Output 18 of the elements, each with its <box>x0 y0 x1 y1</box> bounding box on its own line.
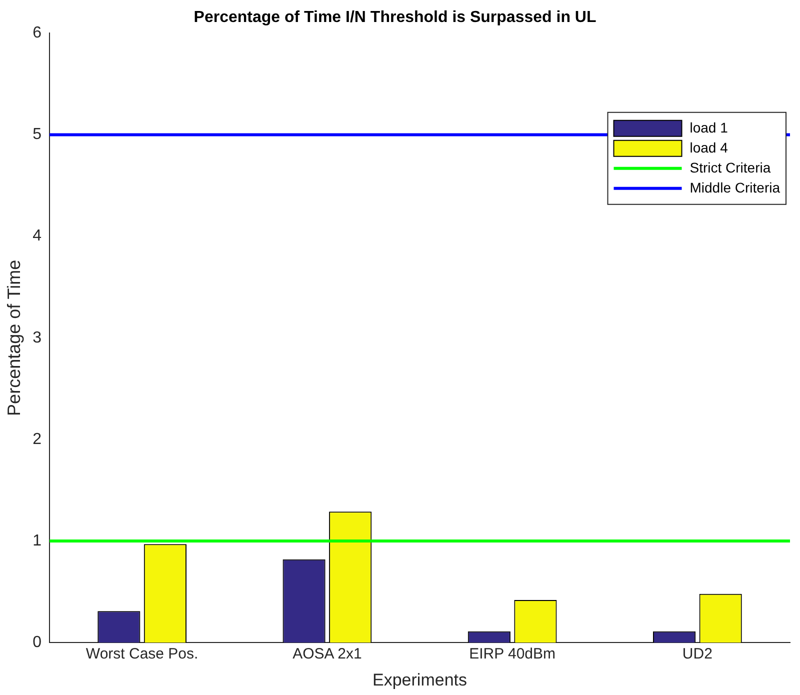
y-axis-title: Percentage of Time <box>4 260 24 416</box>
y-tick-label: 0 <box>32 634 42 652</box>
legend-label: Middle Criteria <box>690 179 780 196</box>
x-axis-title: Experiments <box>372 670 467 690</box>
x-tick-label: UD2 <box>682 646 712 663</box>
y-tick-label: 3 <box>32 329 42 346</box>
y-tick-label: 6 <box>32 24 42 42</box>
x-tick-label: EIRP 40dBm <box>469 646 556 663</box>
y-tick-label: 4 <box>32 228 42 245</box>
legend-label: load 4 <box>690 139 728 156</box>
y-tick-label: 2 <box>32 430 42 448</box>
legend-label: Strict Criteria <box>690 159 771 176</box>
legend-label: load 1 <box>690 119 728 136</box>
x-tick-label: AOSA 2x1 <box>292 646 362 663</box>
chart-title: Percentage of Time I/N Threshold is Surpassed in UL <box>194 9 596 26</box>
y-tick-label: 5 <box>32 126 42 144</box>
x-tick-label: Worst Case Pos. <box>86 646 198 663</box>
y-tick-label: 1 <box>32 532 42 550</box>
